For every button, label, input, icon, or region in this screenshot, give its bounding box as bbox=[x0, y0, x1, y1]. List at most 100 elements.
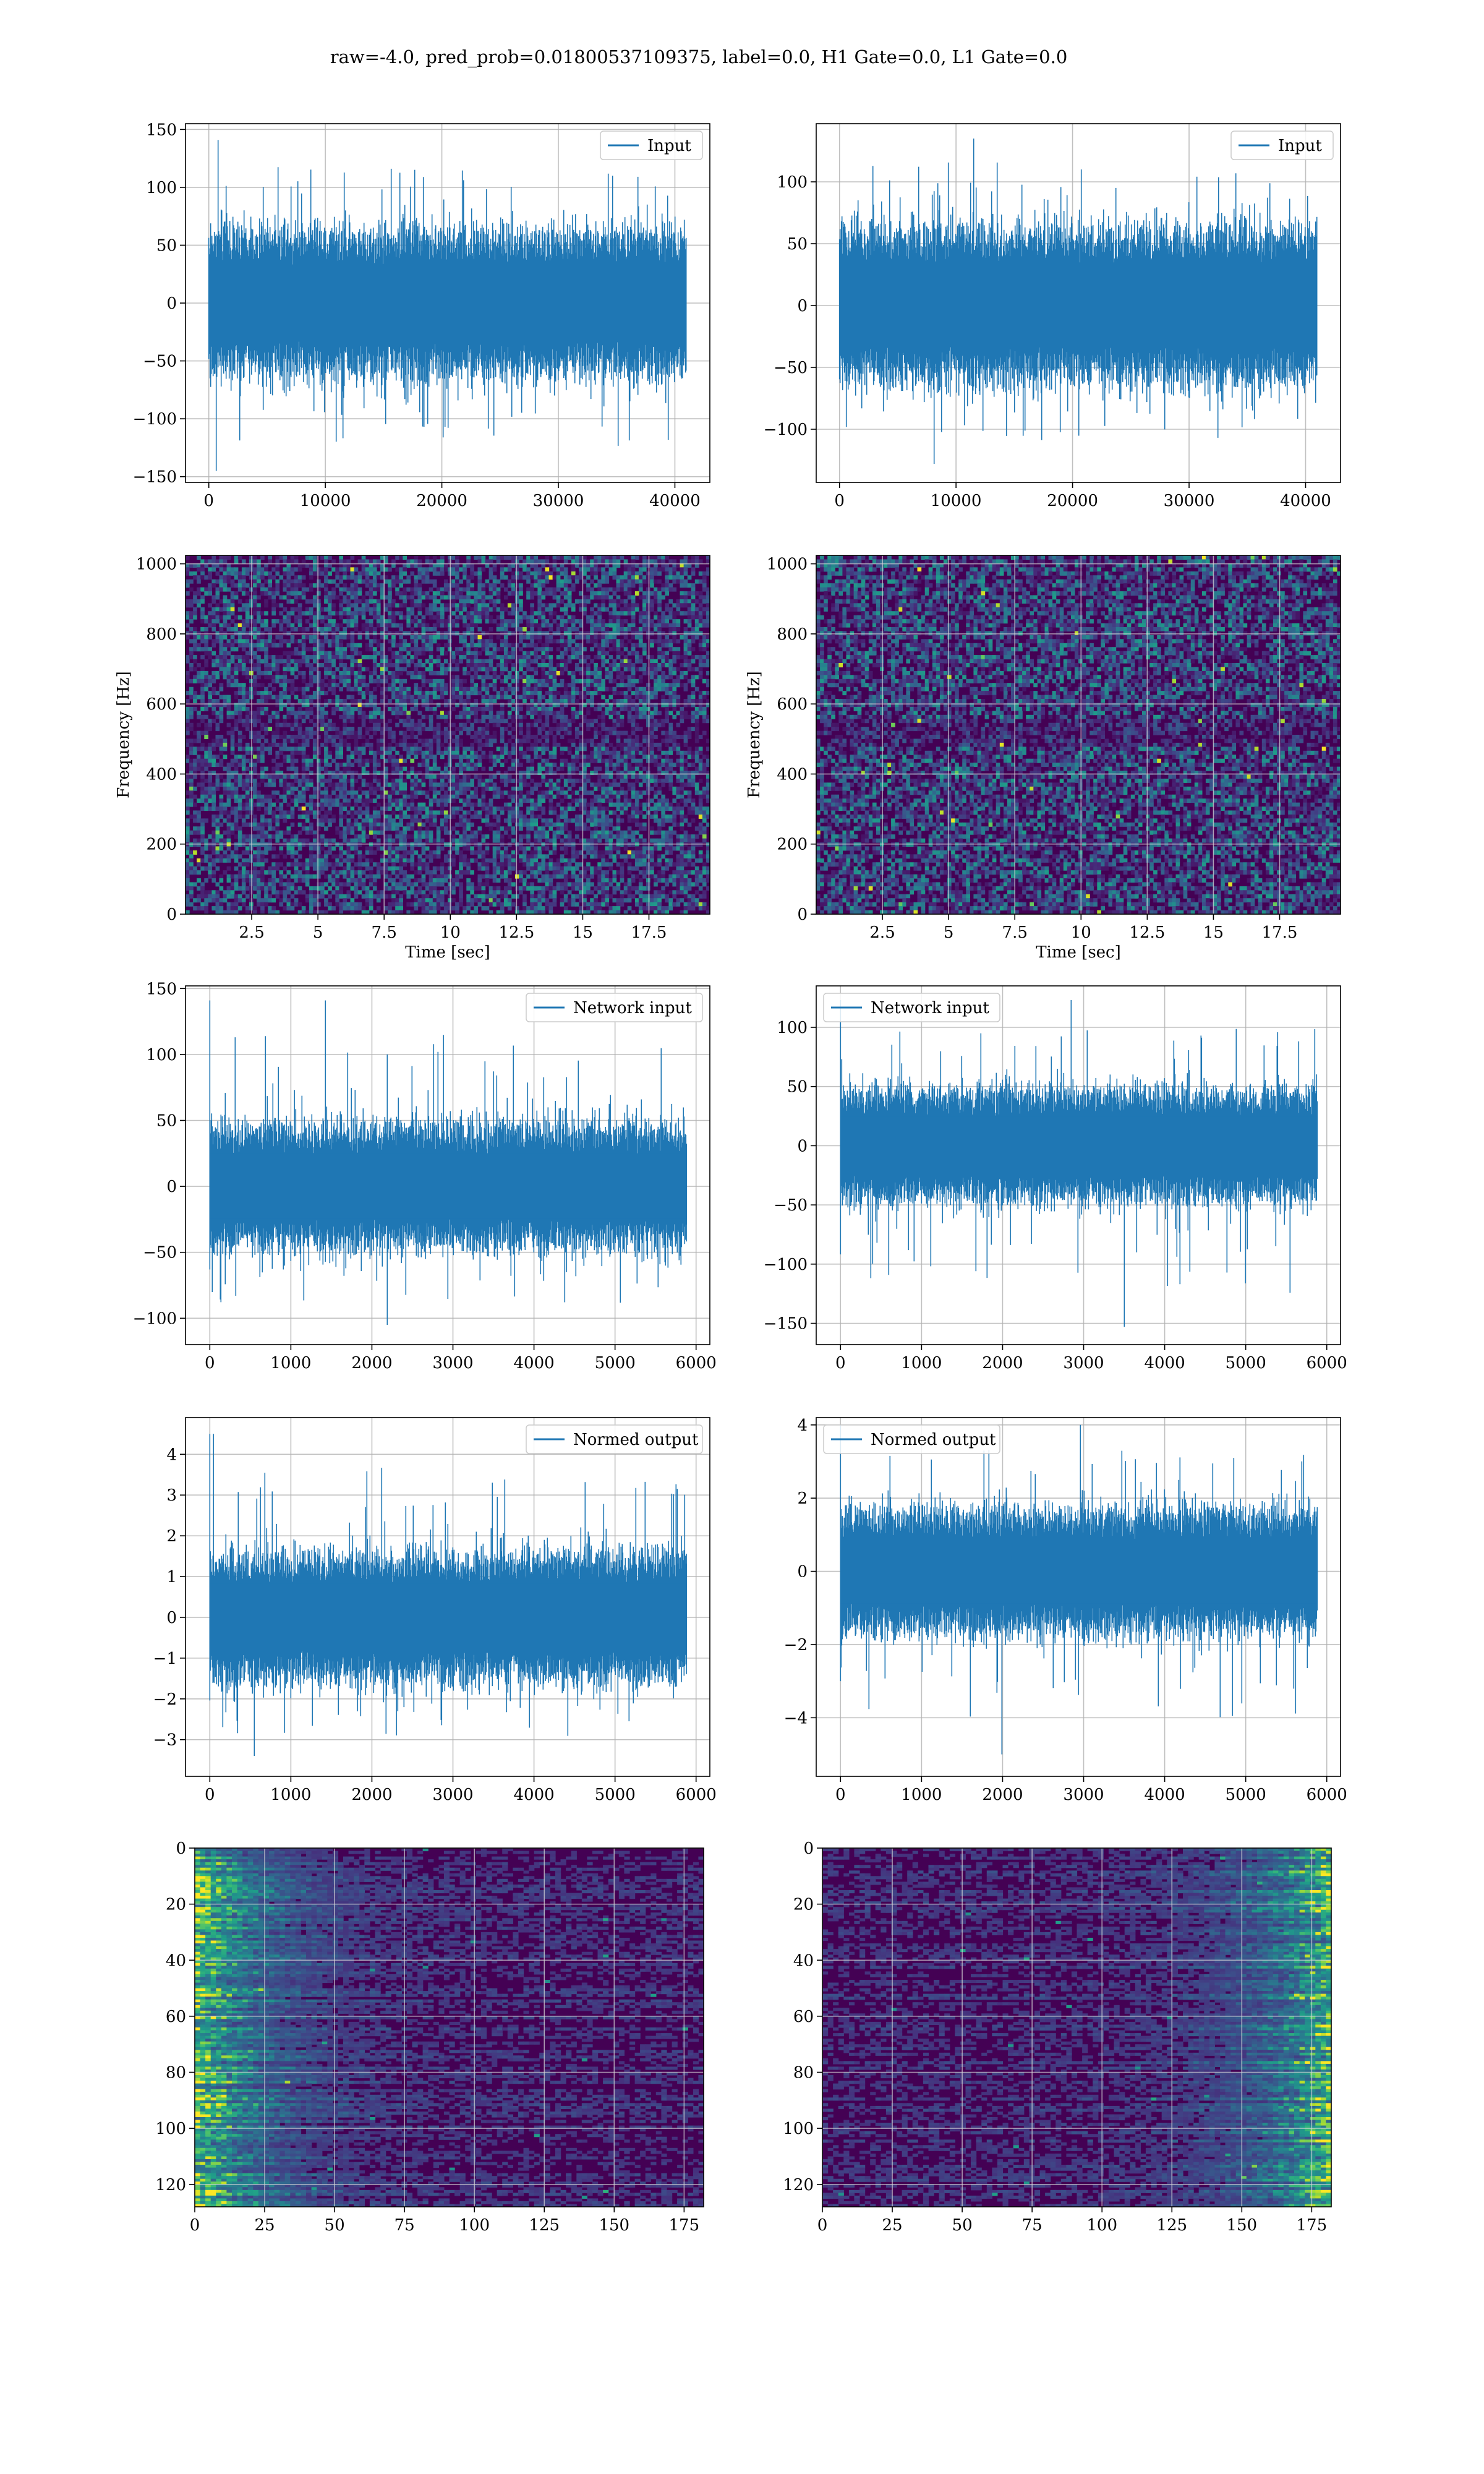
x-tick-label: 1000 bbox=[901, 1354, 942, 1372]
x-tick-label: 25 bbox=[882, 2216, 903, 2235]
axes-frame bbox=[816, 555, 1341, 915]
y-tick-label: 120 bbox=[155, 2176, 186, 2194]
x-tick-label: 3000 bbox=[432, 1786, 473, 1804]
y-tick-label: −150 bbox=[133, 468, 177, 487]
y-tick-label: −50 bbox=[143, 353, 177, 371]
y-tick-label: 2 bbox=[797, 1489, 808, 1508]
x-tick-label: 2000 bbox=[351, 1786, 392, 1804]
legend-label: Input bbox=[1278, 137, 1322, 155]
panel-network-input-l1: 0 1000 2000 3000 4000 5000 6000 −150 −100 −50 0 50 1… bbox=[764, 985, 1347, 1372]
y-tick-label: 60 bbox=[166, 2008, 186, 2026]
heatmap-cells bbox=[195, 1848, 704, 2207]
x-tick-label: 25 bbox=[255, 2216, 275, 2235]
x-tick-label: 150 bbox=[1226, 2216, 1257, 2235]
x-tick-label: 50 bbox=[952, 2216, 973, 2235]
y-tick-label: 50 bbox=[156, 236, 177, 255]
x-tick-label: 6000 bbox=[676, 1786, 717, 1804]
x-tick-label: 4000 bbox=[513, 1354, 554, 1372]
y-tick-label: −100 bbox=[764, 421, 808, 439]
x-tick-label: 5000 bbox=[595, 1786, 636, 1804]
legend: Normed output bbox=[526, 1424, 703, 1454]
y-tick-label: 200 bbox=[146, 836, 177, 854]
x-tick-label: 2.5 bbox=[239, 923, 264, 942]
series-core bbox=[839, 265, 1317, 346]
panel-normed-output-l1: 0 1000 2000 3000 4000 5000 6000 −4 −2 0 2 4 Normed o… bbox=[784, 1416, 1347, 1804]
x-tick-label: 4000 bbox=[513, 1786, 554, 1804]
x-tick-label: 2000 bbox=[982, 1354, 1023, 1372]
y-tick-label: 150 bbox=[146, 980, 177, 998]
legend-box bbox=[526, 993, 703, 1022]
legend-box bbox=[1230, 131, 1334, 160]
x-tick-label: 6000 bbox=[1307, 1786, 1347, 1804]
axes-frame bbox=[194, 1847, 704, 2207]
y-tick-label: 100 bbox=[155, 2120, 186, 2138]
y-tick-label: −50 bbox=[774, 359, 808, 377]
y-tick-label: 0 bbox=[797, 1137, 808, 1155]
x-tick-label: 17.5 bbox=[1262, 923, 1298, 942]
y-tick-label: −100 bbox=[133, 410, 177, 429]
y-tick-label: 600 bbox=[777, 695, 808, 714]
x-tick-label: 100 bbox=[1086, 2216, 1117, 2235]
heatmap-cells bbox=[186, 555, 710, 914]
y-tick-label: 1000 bbox=[767, 555, 808, 574]
x-tick-label: 40000 bbox=[649, 492, 701, 510]
y-tick-label: 800 bbox=[146, 625, 177, 644]
x-tick-label: 4000 bbox=[1144, 1786, 1185, 1804]
x-tick-label: 12.5 bbox=[1129, 923, 1165, 942]
x-tick-label: 12.5 bbox=[498, 923, 534, 942]
x-tick-label: 17.5 bbox=[631, 923, 667, 942]
x-tick-label: 75 bbox=[1022, 2216, 1043, 2235]
legend: Network input bbox=[823, 993, 1000, 1022]
y-tick-label: 0 bbox=[176, 1839, 186, 1858]
legend-label: Network input bbox=[573, 999, 692, 1017]
y-tick-label: 4 bbox=[166, 1445, 177, 1464]
x-tick-label: 175 bbox=[1297, 2216, 1328, 2235]
x-tick-label: 1000 bbox=[270, 1786, 311, 1804]
panel-spectrogram-l1: 2.5 5 7.5 10 12.5 15 17.5 0 200 400 600 800 1000 Time… bbox=[745, 555, 1341, 962]
series-core bbox=[208, 265, 686, 341]
x-tick-label: 175 bbox=[669, 2216, 700, 2235]
legend-label: Normed output bbox=[871, 1431, 996, 1449]
panel-input-l1: 0 10000 20000 30000 40000 −100 −50 0 50 100 Input bbox=[764, 123, 1341, 510]
y-tick-label: 800 bbox=[777, 625, 808, 644]
y-tick-label: 3 bbox=[166, 1486, 177, 1505]
x-tick-label: 10 bbox=[440, 923, 461, 942]
y-tick-label: 20 bbox=[793, 1896, 814, 1914]
series-core bbox=[840, 1116, 1318, 1175]
y-tick-label: 50 bbox=[787, 235, 808, 254]
legend-box bbox=[600, 131, 703, 160]
x-tick-label: 1000 bbox=[901, 1786, 942, 1804]
y-tick-label: 150 bbox=[146, 121, 177, 139]
x-tick-label: 0 bbox=[817, 2216, 828, 2235]
legend-box bbox=[823, 993, 1000, 1022]
x-tick-label: 125 bbox=[1156, 2216, 1187, 2235]
legend-box bbox=[526, 1424, 703, 1454]
y-tick-label: 1 bbox=[166, 1568, 177, 1586]
axes-frame bbox=[185, 985, 710, 1345]
x-tick-label: 150 bbox=[599, 2216, 629, 2235]
x-tick-label: 7.5 bbox=[372, 923, 397, 942]
y-tick-label: 0 bbox=[166, 905, 177, 924]
x-tick-label: 75 bbox=[394, 2216, 415, 2235]
y-tick-label: 20 bbox=[166, 1896, 186, 1914]
y-tick-label: 0 bbox=[797, 905, 808, 924]
y-tick-label: 400 bbox=[777, 765, 808, 784]
y-tick-label: 50 bbox=[787, 1078, 808, 1097]
x-tick-label: 100 bbox=[459, 2216, 490, 2235]
y-tick-label: 80 bbox=[793, 2064, 814, 2082]
axes-frame bbox=[822, 1847, 1332, 2207]
axes-frame bbox=[816, 123, 1341, 483]
y-tick-label: 1000 bbox=[136, 555, 177, 574]
y-tick-label: 2 bbox=[166, 1527, 177, 1546]
x-tick-label: 5 bbox=[313, 923, 323, 942]
x-tick-label: 5000 bbox=[1226, 1786, 1266, 1804]
legend-box bbox=[823, 1424, 1000, 1454]
series-core bbox=[210, 1154, 687, 1219]
panel-normed-output-h1: 0 1000 2000 3000 4000 5000 6000 −3 −2 −1 0 1 2 3 4 Norm… bbox=[153, 1417, 717, 1804]
y-tick-label: −4 bbox=[784, 1709, 808, 1727]
y-tick-label: 100 bbox=[777, 1019, 808, 1037]
legend: Network input bbox=[526, 993, 703, 1022]
x-tick-label: 3000 bbox=[432, 1354, 473, 1372]
axes-frame bbox=[816, 1417, 1341, 1777]
y-tick-label: 4 bbox=[797, 1416, 808, 1435]
